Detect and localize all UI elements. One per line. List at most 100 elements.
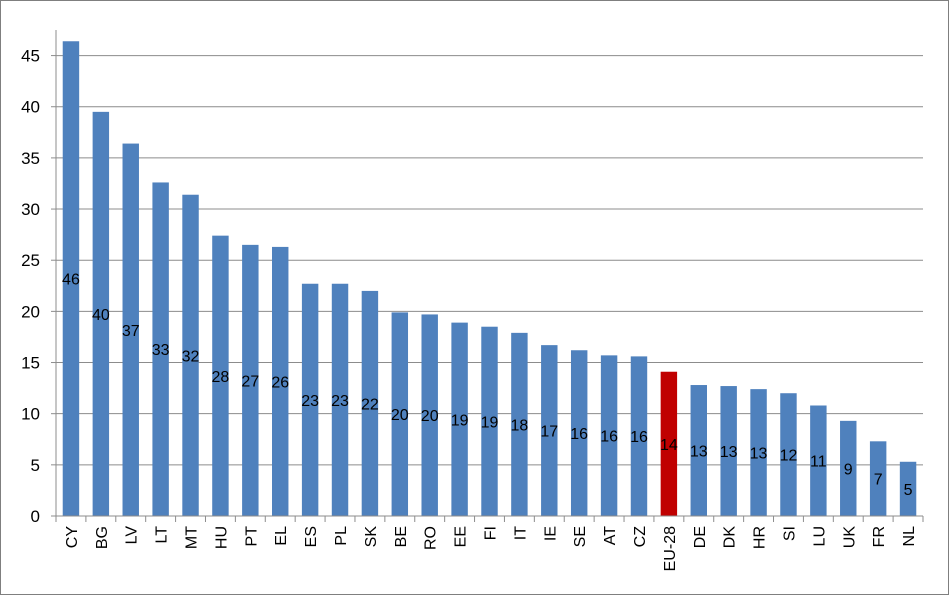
y-tick-label: 30 [21, 200, 40, 219]
x-tick-label: ES [303, 526, 320, 547]
bar-bg [92, 111, 110, 516]
bar-dk [720, 386, 737, 516]
x-tick-label: FI [483, 526, 500, 540]
bar-sk [361, 290, 379, 516]
y-tick-label: 10 [21, 405, 40, 424]
x-tick-label: EL [273, 526, 290, 546]
data-label: 19 [451, 412, 469, 429]
x-tick-label: SI [781, 526, 798, 541]
data-label: 16 [600, 429, 618, 446]
bar-lv [122, 143, 139, 516]
bar-pl [331, 283, 349, 516]
bar-ro [421, 314, 438, 516]
x-tick-label: FR [871, 526, 888, 547]
x-tick-label: CY [64, 526, 81, 549]
y-tick-label: 25 [21, 251, 40, 270]
x-tick-label: DK [722, 526, 739, 549]
bar-se [570, 350, 588, 516]
x-tick-label: LT [154, 526, 171, 544]
bar-cz [630, 356, 648, 516]
bar-es [301, 283, 319, 516]
bar-ie [541, 345, 558, 516]
bar-hu [212, 235, 229, 517]
data-label: 13 [750, 446, 768, 463]
x-tick-label: HR [752, 526, 769, 549]
y-tick-label: 15 [21, 354, 40, 373]
data-label: 13 [690, 444, 708, 461]
bar-fi [481, 326, 498, 516]
bar-it [511, 332, 528, 516]
x-tick-label: LU [811, 526, 828, 546]
bar-mt [182, 194, 199, 516]
bars [62, 41, 917, 517]
bar-el [272, 246, 289, 516]
data-label: 9 [844, 461, 853, 478]
data-label: 40 [92, 307, 110, 324]
x-tick-label: PL [333, 526, 350, 546]
bar-nl [899, 461, 917, 516]
bar-lt [152, 182, 169, 516]
axes: 0 5 10 15 20 25 30 35 40 45 CY BG LV LT MT HU PT EL ES PL SK… [21, 30, 924, 571]
y-tick-label: 5 [31, 456, 40, 475]
bar-lu [810, 405, 827, 516]
data-label: 12 [780, 448, 798, 465]
x-tick-label: PT [243, 526, 260, 547]
x-tick-label: IE [542, 526, 559, 541]
data-label: 23 [331, 393, 349, 410]
data-label: 17 [540, 424, 558, 441]
y-tick-label: 20 [21, 302, 40, 321]
bar-cy [62, 41, 80, 517]
data-label: 19 [481, 414, 499, 431]
data-label: 22 [361, 396, 379, 413]
x-tick-label: BG [94, 526, 111, 549]
data-label: 14 [660, 437, 678, 454]
bar-uk [840, 420, 857, 516]
data-labels: 46 40 37 33 32 28 27 26 23 23 22 20 20 19 19 18 17 16 16 16… [62, 272, 913, 499]
data-label: 20 [391, 407, 409, 424]
bar-ee [451, 322, 468, 516]
y-tick-label: 35 [21, 149, 40, 168]
data-label: 13 [720, 444, 738, 461]
bar-hr [750, 389, 767, 516]
data-label: 37 [122, 323, 140, 340]
x-tick-label: NL [901, 526, 918, 547]
data-label: 16 [570, 426, 588, 443]
y-tick-label: 0 [31, 507, 40, 526]
x-tick-label: UK [841, 526, 858, 549]
data-label: 18 [510, 417, 528, 434]
x-tick-label: BE [393, 526, 410, 547]
data-label: 27 [241, 373, 259, 390]
data-label: 11 [810, 454, 827, 471]
data-label: 20 [421, 408, 439, 425]
x-tick-label: EE [453, 526, 470, 547]
bar-si [780, 393, 797, 516]
x-tick-label: AT [602, 526, 619, 545]
x-tick-label: SE [572, 526, 589, 547]
x-tick-label: IT [512, 526, 529, 540]
data-label: 28 [212, 369, 230, 386]
y-tick-label: 45 [21, 47, 40, 66]
x-tick-label: SK [363, 526, 380, 548]
x-tick-label: LV [124, 526, 141, 545]
bar-be [391, 312, 409, 516]
bar-pt [242, 244, 259, 516]
data-label: 23 [301, 393, 319, 410]
data-label: 32 [182, 348, 200, 365]
data-label: 46 [62, 272, 80, 289]
data-label: 7 [874, 472, 883, 489]
bar-de [690, 385, 707, 516]
data-label: 16 [630, 429, 648, 446]
x-tick-label: MT [184, 526, 201, 549]
data-label: 26 [271, 374, 289, 391]
data-label: 5 [904, 482, 913, 499]
grid-lines [56, 55, 923, 466]
x-tick-label: RO [423, 526, 440, 550]
x-tick-label: EU-28 [662, 526, 679, 571]
y-tick-label: 40 [21, 98, 40, 117]
bar-eu-28 [660, 371, 678, 516]
bar-fr [869, 441, 887, 516]
x-tick-label: CZ [632, 526, 649, 548]
data-label: 33 [152, 342, 170, 359]
